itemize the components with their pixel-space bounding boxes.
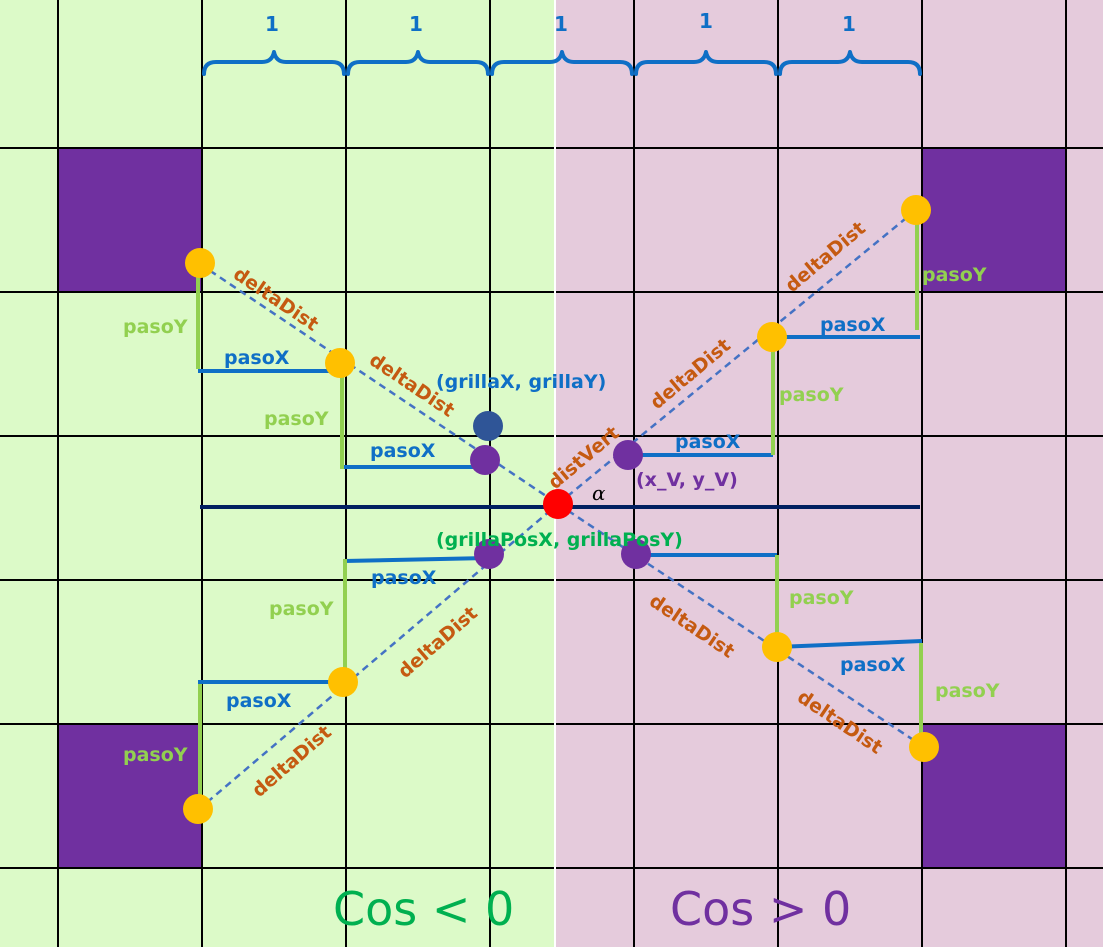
brace: [202, 50, 346, 76]
pasoX-label: pasoX: [840, 654, 906, 676]
scale-label: 1: [265, 12, 279, 36]
pasoY-label: pasoY: [935, 680, 1000, 702]
pasoY-label: pasoY: [123, 744, 188, 766]
pasoY-label: pasoY: [269, 598, 334, 620]
pasoX-label: pasoX: [675, 431, 741, 453]
wall-block-bottom-right: [922, 724, 1066, 868]
pasoX-label: pasoX: [820, 314, 886, 336]
purple-point: [474, 539, 504, 569]
pasoY-label: pasoY: [264, 408, 329, 430]
pasoY-lines: [196, 220, 923, 800]
wall-block-top-left: [58, 148, 202, 292]
pasoX-lines: [198, 335, 923, 684]
pasoY-label: pasoY: [779, 384, 844, 406]
scale-label: 1: [699, 9, 713, 33]
yellow-point: [325, 348, 355, 378]
ray-lower-right: [557, 502, 925, 749]
purple-point: [621, 539, 651, 569]
yellow-point: [757, 322, 787, 352]
pasoX-labels: pasoX pasoX pasoX pasoX pasoX pasoX paso…: [224, 314, 906, 712]
pasoY-label: pasoY: [789, 587, 854, 609]
cos-positive-label: Cos > 0: [670, 882, 851, 936]
wall-block-bottom-left: [58, 724, 202, 868]
pasoX-label: pasoX: [224, 347, 290, 369]
pasoX-label: pasoX: [371, 567, 437, 589]
yellow-point: [183, 794, 213, 824]
grilla-point: [473, 411, 503, 441]
yellow-point: [901, 195, 931, 225]
yellow-point: [185, 248, 215, 278]
grilla-label: (grillaX, grillaY): [436, 371, 606, 393]
scale-label: 1: [554, 12, 568, 36]
yellow-point: [762, 632, 792, 662]
brace: [778, 50, 922, 76]
pasoX-line: [343, 556, 489, 563]
points: [183, 195, 939, 824]
pasoY-label: pasoY: [922, 264, 987, 286]
scale-label: 1: [842, 12, 856, 36]
wall-block-top-right: [922, 148, 1066, 292]
purple-point: [613, 440, 643, 470]
origin-point: [543, 489, 573, 519]
brace: [634, 50, 778, 76]
yellow-point: [328, 667, 358, 697]
yellow-point: [909, 732, 939, 762]
grillaPos-label: (grillaPosX, grillaPosY): [436, 529, 683, 551]
pasoX-line: [776, 639, 923, 649]
cos-negative-label: Cos < 0: [333, 882, 514, 936]
pasoX-label: pasoX: [226, 690, 292, 712]
scale-braces: [202, 50, 922, 76]
brace: [490, 50, 634, 76]
pasoX-label: pasoX: [370, 440, 436, 462]
ray-lower-left: [197, 503, 559, 811]
pasoY-labels: pasoY pasoY pasoY pasoY pasoY pasoY paso…: [123, 264, 1000, 766]
alpha-label: α: [592, 481, 606, 505]
pasoY-label: pasoY: [123, 316, 188, 338]
xv-yv-label: (x_V, y_V): [636, 469, 738, 491]
brace: [346, 50, 490, 76]
purple-point: [470, 445, 500, 475]
scale-label: 1: [409, 12, 423, 36]
